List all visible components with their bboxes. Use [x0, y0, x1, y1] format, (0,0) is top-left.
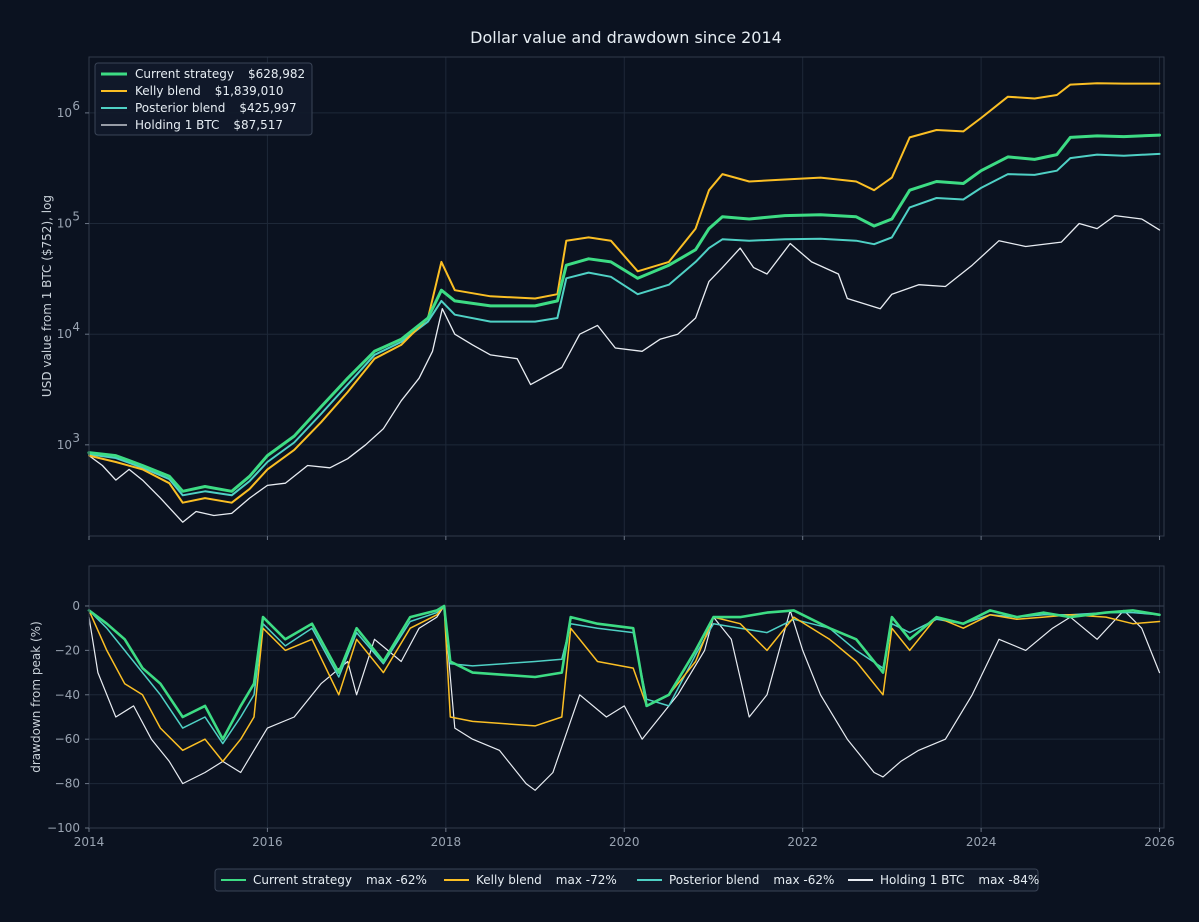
drawdown-line-kelly: [88, 605, 1161, 763]
legend-max-kelly: max -72%: [556, 873, 617, 887]
drawdown-line-current: [87, 604, 1161, 741]
drawdown-legend-box: [214, 868, 1039, 892]
x-ticks: 2014 2016 2018 2020 2022 2024 2026: [74, 828, 1175, 849]
drawdown-y-tick-label: −80: [55, 777, 80, 791]
value-line-posterior: [88, 152, 1161, 497]
legend-max-current: max -62%: [366, 873, 427, 887]
drawdown-y-tick-label: 0: [72, 599, 80, 613]
x-tick-label: 2020: [609, 835, 640, 849]
legend-value-current: $628,982: [248, 67, 305, 81]
value-legend-box: [94, 62, 313, 136]
value-y-tick-exponent: 5: [72, 210, 80, 224]
drawdown-panel-frame: [88, 565, 1165, 829]
drawdown-legend: Current strategy max -62% Kelly blend max -…: [214, 868, 1039, 892]
value-y-tick-label: 10: [57, 438, 72, 452]
legend-name-posterior: Posterior blend: [669, 873, 759, 887]
value-legend: Current strategy $628,982 Kelly blend $1,83…: [94, 62, 313, 136]
legend-value-hodl: $87,517: [233, 118, 283, 132]
drawdown-y-ticks: 0 −20 −40 −60 −80 −100: [47, 599, 89, 835]
legend-name-posterior: Posterior blend: [135, 101, 225, 115]
drawdown-y-tick-label: −60: [55, 732, 80, 746]
value-y-tick-exponent: 4: [72, 320, 80, 334]
legend-value-kelly: $1,839,010: [215, 84, 284, 98]
value-y-tick-exponent: 3: [72, 431, 80, 445]
value-panel-frame: [88, 56, 1165, 537]
value-line-hodl: [88, 214, 1161, 523]
legend-name-hodl: Holding 1 BTC: [880, 873, 964, 887]
x-tick-label: 2024: [966, 835, 997, 849]
x-tick-label: 2022: [787, 835, 818, 849]
value-y-tick-exponent: 6: [72, 99, 80, 113]
value-y-tick-label: 10: [57, 217, 72, 231]
x-tick-label: 2026: [1144, 835, 1175, 849]
legend-max-posterior: max -62%: [773, 873, 834, 887]
x-tick-label: 2014: [74, 835, 105, 849]
value-y-axis-label: USD value from 1 BTC ($752), log: [40, 195, 54, 397]
legend-name-current: Current strategy: [135, 67, 234, 81]
drawdown-y-axis-label: drawdown from peak (%): [29, 621, 43, 773]
chart-title: Dollar value and drawdown since 2014: [470, 28, 782, 47]
legend-name-kelly: Kelly blend: [476, 873, 542, 887]
drawdown-series: [87, 604, 1161, 791]
legend-name-kelly: Kelly blend: [135, 84, 201, 98]
legend-max-hodl: max -84%: [978, 873, 1039, 887]
drawdown-panel: 0−20−40−60−80−100 2014 2016 2018 2020 2022 20…: [29, 565, 1175, 892]
legend-value-posterior: $425,997: [239, 101, 296, 115]
value-line-current: [87, 133, 1161, 493]
drawdown-y-tick-label: −20: [55, 643, 80, 657]
value-series: [87, 82, 1161, 523]
value-y-tick-label: 10: [57, 106, 72, 120]
value-line-kelly: [88, 82, 1161, 504]
x-tick-label: 2018: [431, 835, 462, 849]
legend-name-hodl: Holding 1 BTC: [135, 118, 219, 132]
drawdown-y-tick-label: −40: [55, 688, 80, 702]
value-y-tick-label: 10: [57, 327, 72, 341]
legend-name-current: Current strategy: [253, 873, 352, 887]
drawdown-line-hodl: [88, 605, 1161, 791]
x-tick-label: 2016: [252, 835, 283, 849]
drawdown-y-tick-label: −100: [47, 821, 80, 835]
